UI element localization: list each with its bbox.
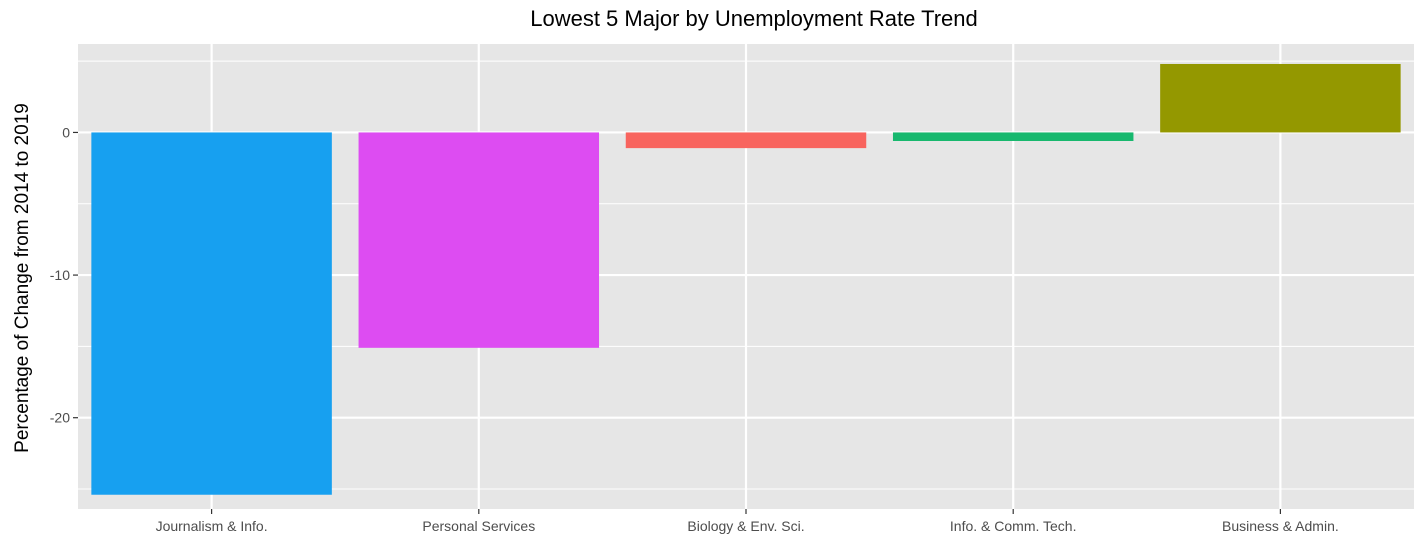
bar (892, 132, 1134, 141)
plot-area: 0 -10 -20 Journalism & Info. Personal Servic… (50, 44, 1414, 534)
x-tick-label: Biology & Env. Sci. (687, 518, 804, 534)
y-tick-label: -10 (50, 267, 70, 283)
y-axis-label: Percentage of Change from 2014 to 2019 (12, 103, 33, 453)
bar (358, 132, 600, 348)
chart-title: Lowest 5 Major by Unemployment Rate Tren… (530, 6, 978, 31)
bar (625, 132, 867, 149)
x-tick-label: Info. & Comm. Tech. (950, 518, 1077, 534)
x-tick-label: Personal Services (422, 518, 535, 534)
x-tick-label: Business & Admin. (1222, 518, 1339, 534)
x-tick-label: Journalism & Info. (156, 518, 268, 534)
bar (1160, 63, 1401, 133)
y-tick-label: 0 (62, 124, 70, 140)
bar (91, 132, 332, 495)
y-tick-label: -20 (50, 410, 70, 426)
